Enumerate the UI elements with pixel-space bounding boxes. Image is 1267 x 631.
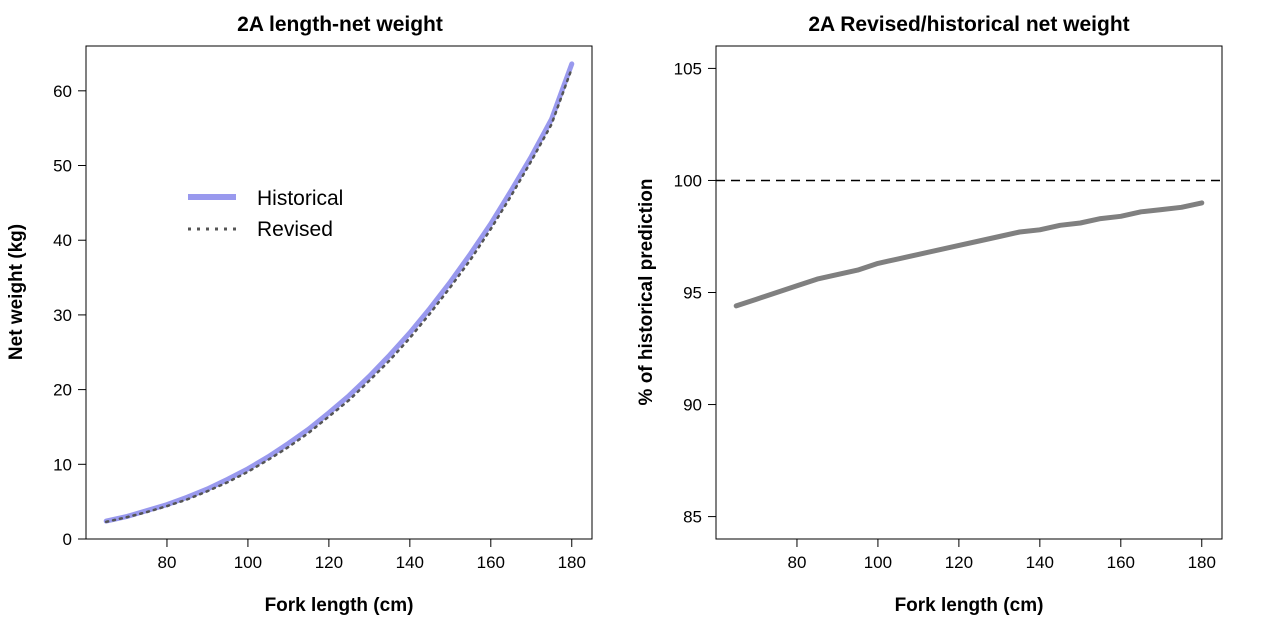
legend-label-historical: Historical [257,187,343,210]
chart-title: 2A length-net weight [237,13,443,36]
x-tick-label: 180 [558,553,586,572]
y-tick-label: 85 [683,508,702,527]
x-tick-label: 160 [1107,553,1135,572]
y-axis-title: % of historical prediction [636,179,657,406]
length-net-weight-chart: 2A length-net weight 80 100 120 140 160 180 0… [6,13,593,616]
revised-series-line [104,67,574,524]
y-tick-label: 95 [683,284,702,303]
y-tick-label: 100 [674,171,702,190]
y-tick-label: 20 [53,381,72,400]
x-tick-label: 100 [234,553,262,572]
y-axis-title: Net weight (kg) [6,224,27,360]
y-axis: 85 90 95 100 105 [674,59,716,527]
x-tick-label: 80 [157,553,176,572]
plot-frame [715,45,1223,540]
y-axis: 0 10 20 30 40 50 60 [53,82,86,549]
revised-historical-ratio-chart: 2A Revised/historical net weight 80 100 12… [636,13,1223,616]
x-tick-label: 120 [315,553,343,572]
x-axis-title: Fork length (cm) [265,595,414,616]
y-tick-label: 105 [674,59,702,78]
ratio-series-line [733,200,1205,309]
plot-frame [85,45,593,540]
x-axis: 80 100 120 140 160 180 [787,539,1216,572]
x-tick-label: 160 [477,553,505,572]
legend: Historical Revised [188,187,343,241]
y-tick-label: 0 [63,530,72,549]
x-tick-label: 140 [1026,553,1054,572]
x-tick-label: 100 [864,553,892,572]
y-tick-label: 60 [53,82,72,101]
series-group [733,200,1205,309]
legend-label-revised: Revised [257,218,333,241]
y-tick-label: 30 [53,306,72,325]
series-group [103,61,575,524]
y-tick-label: 90 [683,396,702,415]
x-tick-label: 120 [945,553,973,572]
y-tick-label: 50 [53,157,72,176]
chart-title: 2A Revised/historical net weight [808,13,1129,36]
x-tick-label: 140 [396,553,424,572]
historical-series-line [103,61,575,524]
x-axis-title: Fork length (cm) [895,595,1044,616]
x-tick-label: 80 [787,553,806,572]
x-axis: 80 100 120 140 160 180 [157,539,586,572]
x-tick-label: 180 [1188,553,1216,572]
y-tick-label: 40 [53,231,72,250]
y-tick-label: 10 [53,455,72,474]
